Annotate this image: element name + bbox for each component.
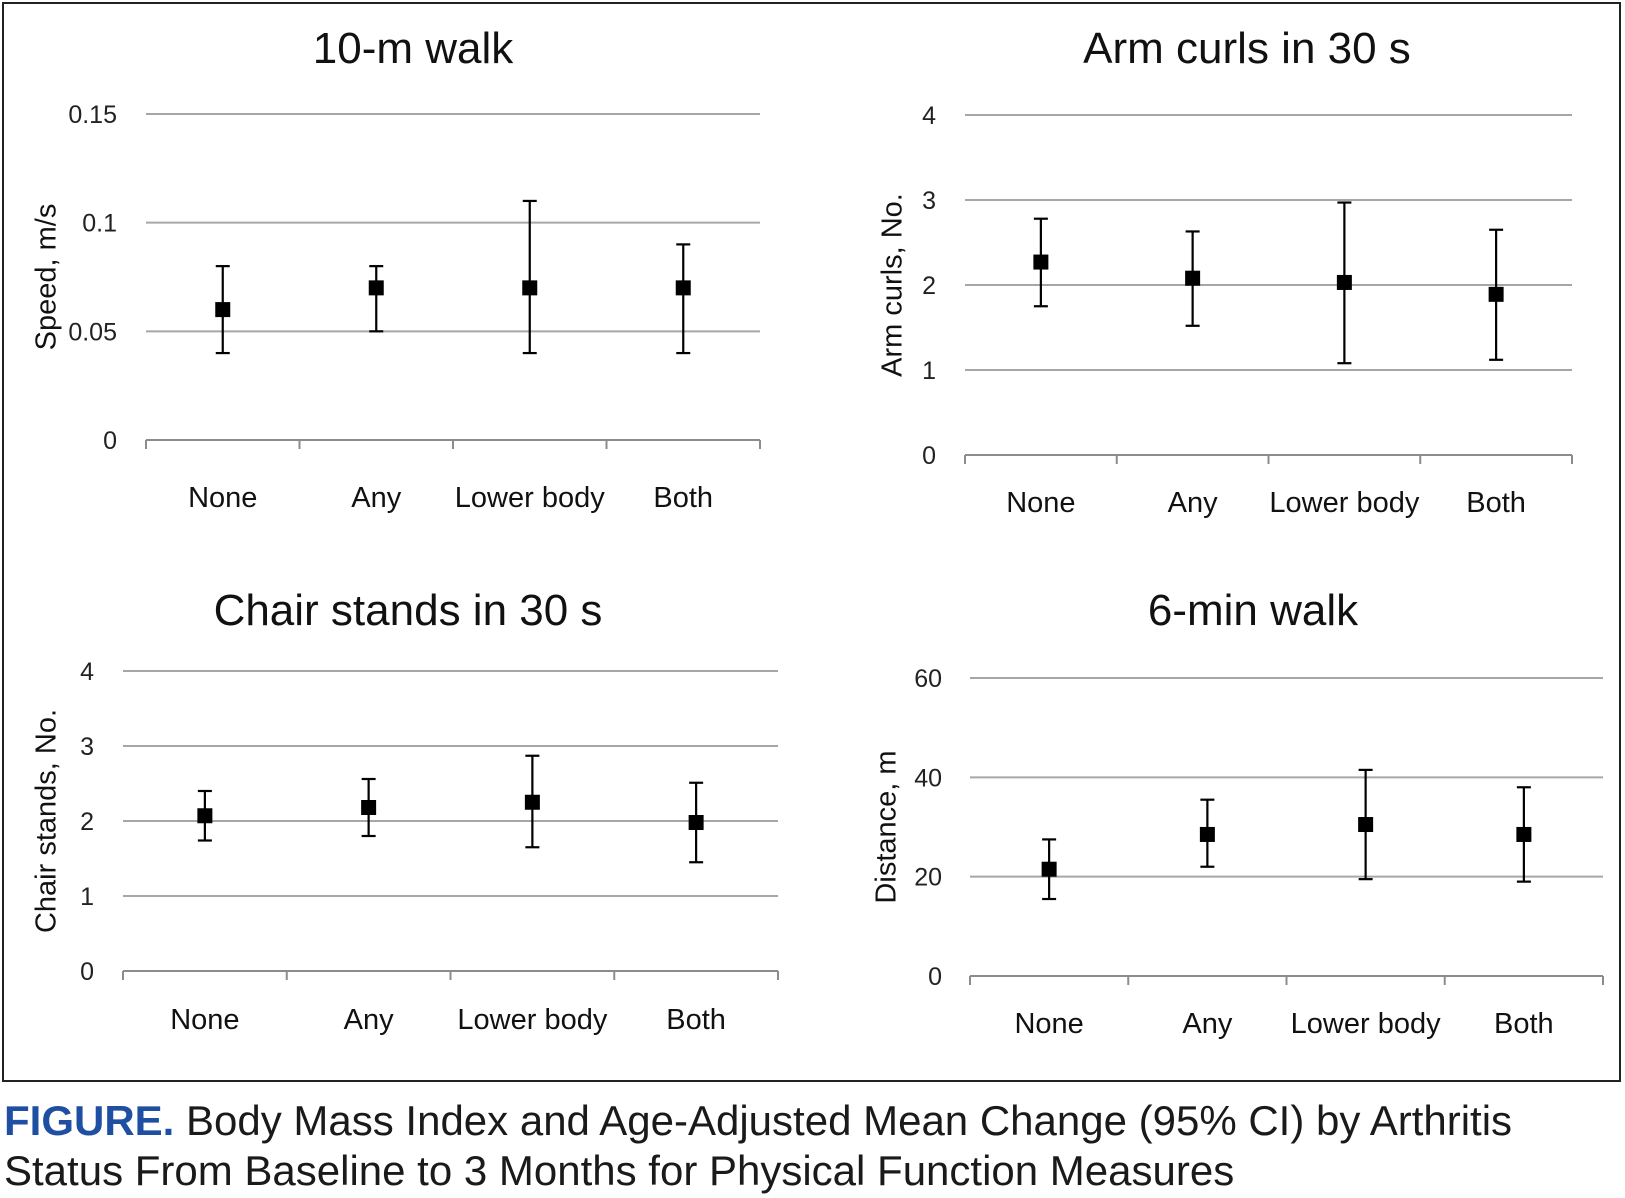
data-point [688,815,704,830]
y-tick-label: 2 [80,808,94,836]
figure-frame [2,2,1621,1082]
data-point [1033,254,1049,270]
y-tick-label: 60 [914,665,942,693]
y-tick-label: 0 [80,958,94,986]
y-tick-label: 4 [922,102,936,130]
x-category-label: None [1006,487,1075,519]
y-tick-label: 20 [914,864,942,892]
data-point [524,794,540,810]
chart-title: 10-m walk [313,24,514,73]
data-point [1185,270,1201,286]
data-point [1488,286,1504,302]
data-point [361,800,377,815]
x-category-label: None [1014,1008,1083,1040]
x-category-label: Both [666,1004,726,1036]
y-tick-label: 0 [103,427,117,455]
chart-title: Chair stands in 30 s [214,586,603,635]
y-tick-label: 4 [80,658,94,686]
data-point [1516,826,1532,842]
y-tick-label: 0.05 [68,318,117,346]
y-tick-label: 2 [922,272,936,300]
x-category-label: Lower body [455,482,605,514]
x-category-label: Any [1168,487,1218,519]
data-point [197,808,213,824]
y-tick-label: 3 [80,733,94,761]
charts-canvas: 10-m walk 0 0.05 0.1 0.15 None Any Lower body Bo… [31,24,1604,1040]
data-point [1336,274,1352,290]
caption-lead: FIGURE. [4,1097,175,1144]
chart-panel-1: 10-m walk 0 0.05 0.1 0.15 None Any Lower body Bo… [31,24,761,514]
caption-text: Body Mass Index and Age-Adjusted Mean Ch… [4,1097,1513,1194]
x-category-label: Both [1494,1008,1554,1040]
y-tick-label: 0 [922,442,936,470]
y-axis-title: Distance, m [871,750,903,903]
data-point [215,302,231,318]
x-category-label: Lower body [1291,1008,1441,1040]
data-point [1199,826,1215,842]
chart-title: 6-min walk [1148,586,1359,635]
chart-panel-4: 6-min walk 0 20 40 60 None Any Lower body Both Di… [871,586,1604,1040]
y-axis-title: Chair stands, No. [31,709,63,933]
x-category-label: None [188,482,257,514]
x-category-label: Lower body [1269,487,1419,519]
data-point [1358,817,1374,833]
data-point [675,280,691,296]
y-tick-label: 40 [914,764,942,792]
chart-panel-3: Chair stands in 30 s 0 1 2 3 4 None Any Lower bo… [31,586,779,1036]
chart-panel-2: Arm curls in 30 s 0 1 2 3 4 None Any Lower body B… [877,24,1573,519]
data-point [1041,861,1057,877]
y-tick-label: 0 [928,963,942,991]
y-tick-label: 0.1 [82,210,117,238]
data-point [522,280,538,296]
y-axis-title: Arm curls, No. [877,193,909,377]
x-category-label: Any [1182,1008,1232,1040]
x-category-label: Any [351,482,401,514]
x-category-label: None [170,1004,239,1036]
y-tick-label: 1 [80,883,94,911]
x-category-label: Lower body [457,1004,607,1036]
y-axis-title: Speed, m/s [31,204,63,351]
chart-title: Arm curls in 30 s [1083,24,1411,73]
data-point [368,280,384,296]
x-category-label: Both [1466,487,1526,519]
x-category-label: Both [653,482,713,514]
y-tick-label: 3 [922,187,936,215]
x-category-label: Any [344,1004,394,1036]
y-tick-label: 0.15 [68,101,117,129]
figure-caption: FIGURE. Body Mass Index and Age-Adjusted… [4,1096,1619,1196]
y-tick-label: 1 [922,357,936,385]
